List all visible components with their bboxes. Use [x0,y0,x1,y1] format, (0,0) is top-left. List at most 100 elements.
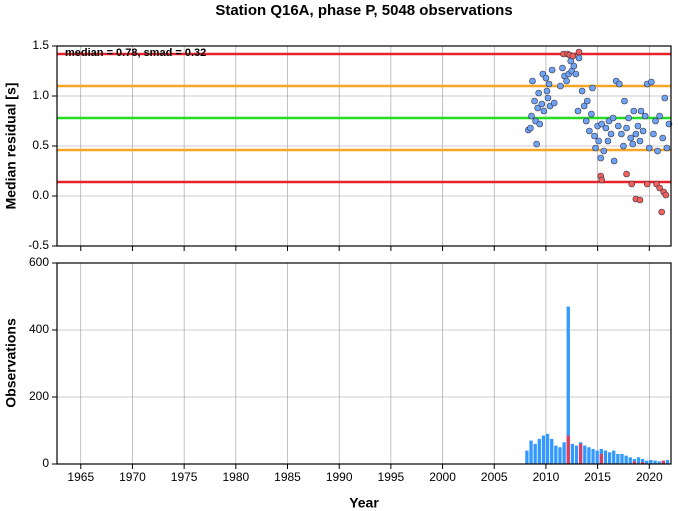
data-point [597,154,605,162]
data-point [630,107,638,115]
data-point [580,102,588,110]
bar [583,445,587,464]
x-tick-label: 2005 [481,470,508,484]
data-point [534,104,541,112]
bar [603,450,608,464]
annotation: median = 0.78, smad = 0.32 [65,47,206,59]
data-point [659,134,667,142]
plot-frame [56,262,672,465]
data-point [575,48,583,56]
data-point [578,87,586,95]
y-tick-label: 0.5 [32,138,49,152]
data-point [662,191,670,199]
x-tick-label: 1965 [67,470,94,484]
data-point [634,122,642,130]
bar [632,461,637,464]
bar [595,450,599,464]
data-point [609,114,617,122]
data-point [614,122,622,130]
data-point [586,127,593,135]
bar [649,459,653,464]
bar [653,460,657,464]
data-point [623,124,630,132]
x-tick-label: 1970 [119,470,146,484]
bar [636,457,641,464]
bar [616,453,620,464]
data-point [592,144,599,152]
data-point [648,78,655,86]
data-point [637,107,645,115]
x-tick-label: 2015 [584,470,611,484]
y-axis-label: Median residual [s] [3,83,19,210]
data-point [607,130,615,138]
bar [645,460,649,464]
data-point [529,77,536,85]
data-point [627,134,634,142]
bar [661,460,666,464]
data-point [557,82,564,90]
data-point [656,112,663,120]
bar [612,450,616,464]
data-point [598,120,606,128]
x-tick-label: 1980 [222,470,249,484]
y-tick-label: -0.5 [28,238,49,252]
bar [545,433,550,464]
y-tick-label: 0.0 [32,188,49,202]
data-point [589,84,596,92]
data-point [582,117,590,125]
bar [607,452,612,464]
plot-frame [56,45,672,247]
data-point [632,130,640,138]
x-tick-label: 1990 [326,470,353,484]
data-point [533,140,540,148]
data-point [654,147,661,155]
bar [591,448,595,464]
data-point [600,147,608,155]
bar [579,443,583,464]
data-point [639,127,647,135]
data-point [583,97,591,105]
bar [599,453,603,464]
data-point [598,176,606,184]
bar [566,435,570,464]
bar [558,447,562,464]
data-point [563,77,570,85]
bar [525,450,529,464]
data-point [588,110,595,118]
data-point [658,208,665,216]
bar [628,457,632,464]
data-point [569,52,577,60]
data-point [621,97,628,105]
x-axis-label: Year [349,495,379,511]
data-point [616,80,623,88]
chart-title: Station Q16A, phase P, 5048 observations [215,2,512,19]
data-point [535,89,542,97]
data-point [652,117,659,125]
data-point [610,157,618,165]
data-point [531,97,538,105]
data-point [620,142,627,150]
x-tick-label: 2020 [636,470,663,484]
data-point [604,137,612,145]
data-point [542,74,550,82]
bar [554,445,558,464]
data-point [650,130,657,138]
data-point [591,132,598,140]
data-point [636,196,644,204]
data-point [528,112,535,120]
data-point [575,54,583,62]
bar [624,455,628,464]
data-point [544,94,552,102]
bar [641,461,645,464]
data-point [595,137,602,145]
bar [657,461,661,464]
x-tick-label: 1985 [274,470,301,484]
bar [541,435,546,464]
y-tick-label: 200 [29,389,49,403]
data-point [625,114,632,122]
data-point [559,64,566,72]
data-point [538,100,546,108]
bar [620,453,624,464]
bar [550,438,554,464]
y-tick-label: 600 [29,255,49,269]
